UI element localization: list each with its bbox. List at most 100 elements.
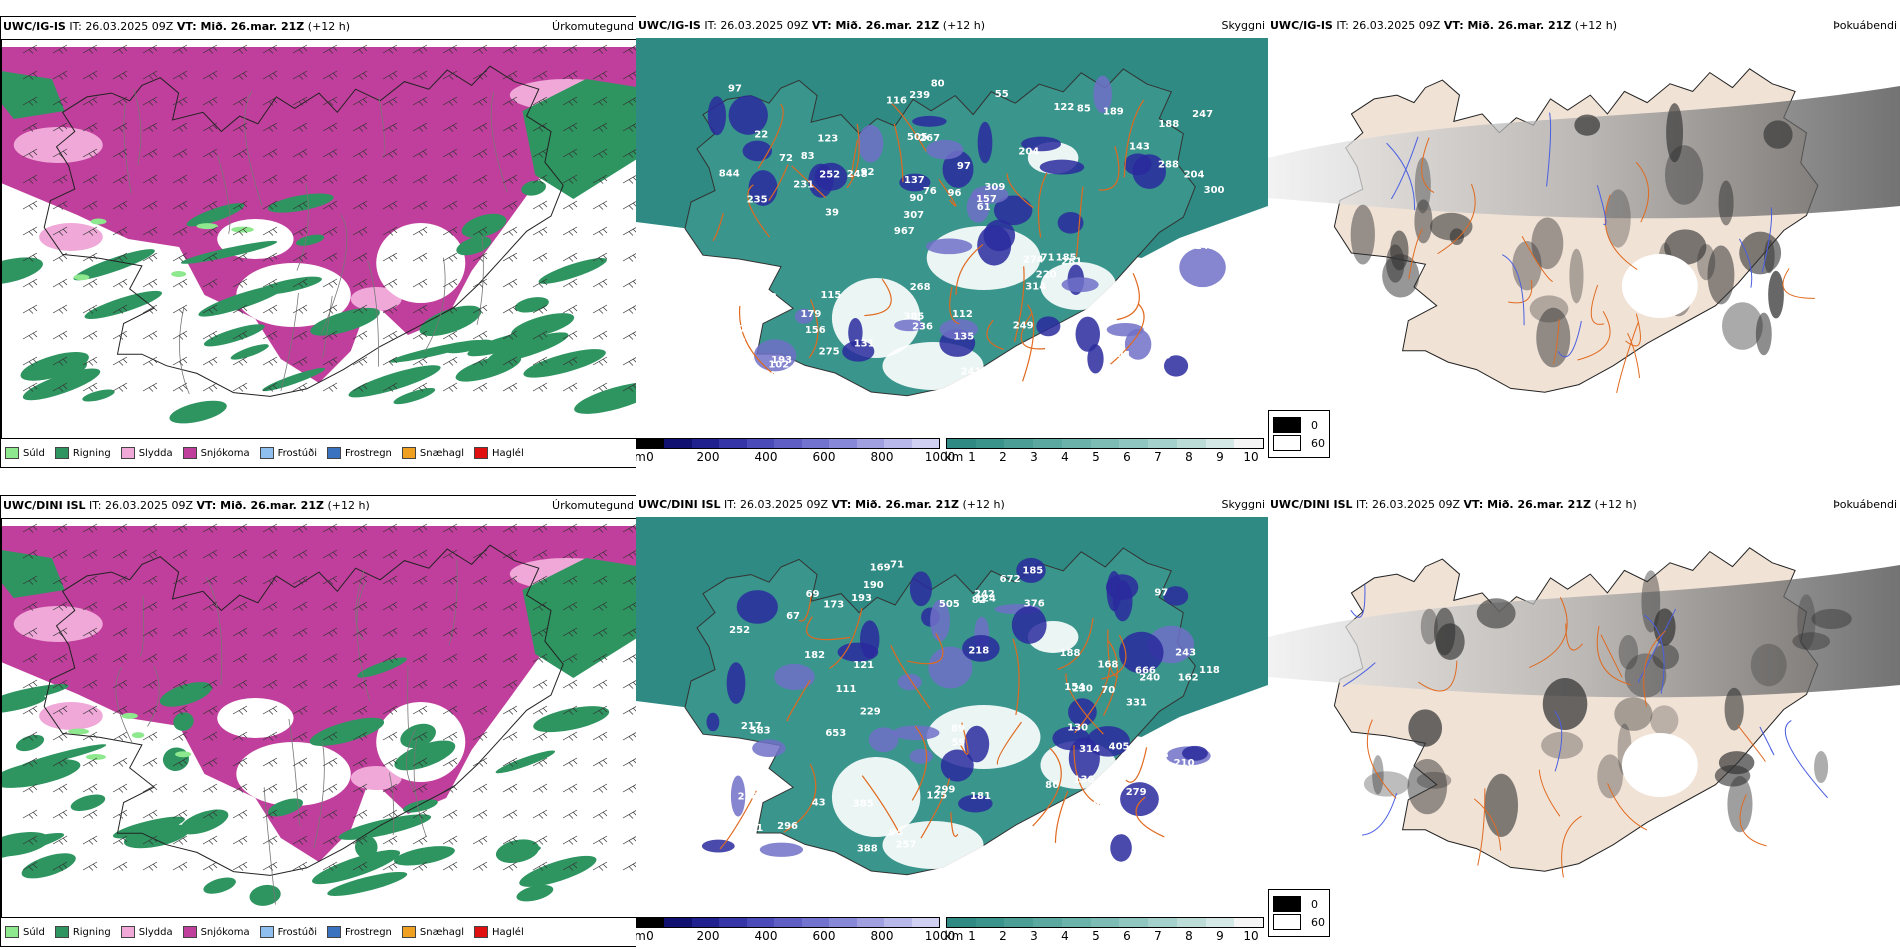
visibility-label: 104	[749, 298, 770, 309]
precip-map	[1, 518, 637, 918]
fog-value: 0	[1311, 897, 1318, 911]
init-time: IT: 26.03.2025 09Z	[700, 19, 812, 32]
visibility-label: 314	[1025, 281, 1046, 292]
visibility-label: 137	[904, 175, 925, 186]
visibility-label: 133	[1148, 750, 1169, 761]
visibility-label: 814	[770, 370, 791, 381]
visibility-label: 505	[939, 599, 960, 610]
visibility-label: 116	[886, 95, 907, 106]
visibility-label: 193	[851, 593, 872, 604]
legend-item: Haglél	[474, 447, 524, 459]
fog-panel: UWC/IG-IS IT: 26.03.2025 09Z VT: Mið. 26…	[1268, 16, 1900, 468]
visibility-label: 61	[977, 202, 991, 213]
legend-swatch	[182, 447, 197, 459]
visibility-label: 218	[968, 645, 989, 656]
visibility-label: 331	[1126, 698, 1147, 709]
precip-type-panel: UWC/IG-IS IT: 26.03.2025 09Z VT: Mið. 26…	[0, 16, 638, 468]
visibility-label: 157	[976, 194, 997, 205]
visibility-label: 73	[763, 292, 777, 303]
visibility-tick: 3	[1030, 929, 1038, 943]
visibility-label: 69	[806, 589, 820, 600]
visibility-label: 83	[801, 151, 815, 162]
visibility-label: 252	[729, 625, 750, 636]
visibility-tick: 10	[1243, 450, 1259, 464]
visibility-label: 596	[1079, 799, 1100, 810]
legend-swatch	[474, 447, 489, 459]
valid-time: VT: Mið. 26.mar. 21Z	[196, 499, 324, 512]
init-time: IT: 26.03.2025 09Z	[1352, 498, 1464, 511]
visibility-tick: 7	[1154, 450, 1162, 464]
visibility-label: 188	[1060, 648, 1081, 659]
visibility-tick: 3	[1030, 450, 1038, 464]
legend-item: Frostregn	[327, 447, 392, 459]
visibility-label: 666	[1135, 666, 1156, 677]
visibility-label: 143	[1129, 141, 1150, 152]
visibility-label: 71	[890, 560, 904, 571]
visibility-label: 496	[1134, 839, 1155, 850]
visibility-label: 181	[970, 791, 991, 802]
legend-swatch	[120, 447, 135, 459]
precip-legend: Súld Rigning Slydda Snjókoma Frostúði Frostre…	[5, 447, 524, 459]
visibility-label: 124	[975, 594, 996, 605]
height-unit: m	[636, 929, 646, 943]
visibility-tick: 4	[1061, 929, 1069, 943]
visibility-label: 197	[1184, 287, 1205, 298]
visibility-label: 121	[853, 660, 874, 671]
visibility-label: 94	[889, 828, 903, 839]
legend-label: Súld	[23, 926, 45, 938]
legend-swatch	[5, 926, 19, 938]
visibility-label: 376	[1024, 598, 1045, 609]
legend-label: Súld	[23, 447, 45, 459]
panel-header: UWC/IG-IS IT: 26.03.2025 09Z VT: Mið. 26…	[3, 20, 350, 33]
visibility-label: 89	[951, 724, 965, 735]
model-name: UWC/DINI ISL	[1270, 498, 1353, 511]
visibility-label: 236	[912, 321, 933, 332]
visibility-label: 85	[1077, 104, 1091, 115]
panel-title: Skyggni	[1221, 498, 1265, 511]
height-tick: 1000	[924, 929, 956, 943]
visibility-label: 238	[738, 791, 759, 802]
visibility-label: 82	[972, 595, 986, 606]
visibility-label: 123	[817, 133, 838, 144]
height-tick: 800	[870, 929, 894, 943]
legend-item: Haglél	[474, 926, 524, 938]
visibility-label: 109	[728, 365, 749, 376]
visibility-label: 147	[1144, 318, 1165, 329]
legend-label: Snæhagl	[419, 447, 465, 459]
visibility-label: 127	[725, 324, 746, 335]
visibility-label: 307	[903, 210, 924, 221]
legend-label: Slydda	[138, 926, 173, 938]
visibility-label: 189	[1103, 106, 1124, 117]
legend-label: Snæhagl	[419, 926, 465, 938]
model-name: UWC/DINI ISL	[3, 499, 86, 512]
visibility-label: 275	[819, 346, 840, 357]
model-name: UWC/IG-IS	[638, 19, 701, 32]
visibility-colorbar: km 1 2 3 4 5 6 7 8 9 10	[944, 917, 1264, 943]
visibility-label: 55	[995, 89, 1009, 100]
visibility-label: 135	[953, 331, 974, 342]
fog-value: 0	[1311, 418, 1318, 432]
height-tick: 200	[696, 450, 720, 464]
fog-swatch	[1273, 435, 1301, 451]
legend-item: Rigning	[54, 447, 111, 459]
precip-map	[1, 39, 637, 439]
visibility-label: 385	[904, 311, 925, 322]
fog-legend: 0 60	[1268, 410, 1330, 458]
fog-swatch	[1273, 417, 1301, 433]
legend-label: Frostúði	[277, 926, 317, 938]
visibility-label: 653	[825, 728, 846, 739]
visibility-label: 112	[952, 309, 973, 320]
visibility-tick: 1	[968, 929, 976, 943]
visibility-label: 65	[746, 329, 760, 340]
lead-time: (+12 h)	[1571, 19, 1618, 32]
panel-title: Úrkomutegund	[552, 499, 634, 512]
legend-swatch	[5, 447, 19, 459]
visibility-label: 231	[793, 180, 814, 191]
visibility-label: 299	[935, 785, 956, 796]
visibility-unit: km	[944, 929, 964, 943]
visibility-label: 131	[854, 339, 875, 350]
visibility-label: 97	[1169, 831, 1183, 842]
fog-map	[1268, 38, 1900, 438]
legend-item: Snjókoma	[182, 926, 250, 938]
visibility-label: 136	[1073, 775, 1094, 786]
